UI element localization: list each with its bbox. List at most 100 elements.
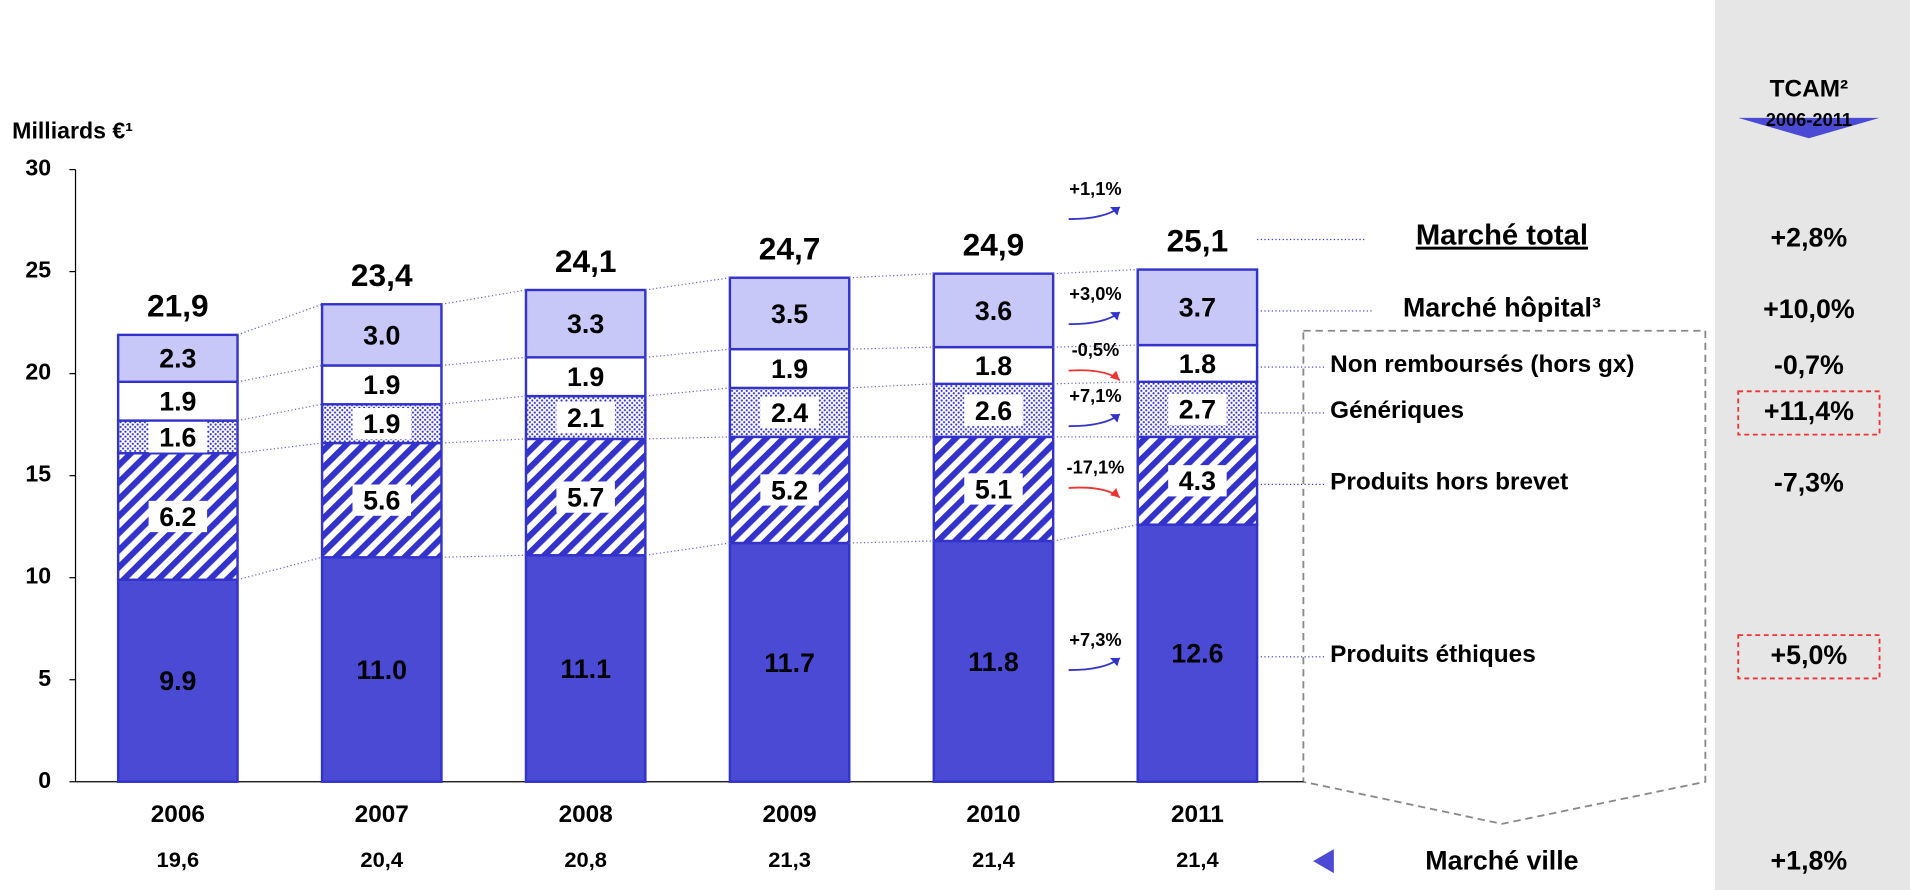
tcam-value: +11,4% (1764, 396, 1854, 426)
connector (849, 346, 934, 350)
bar-segment (116, 333, 239, 384)
change-label: +7,3% (1069, 630, 1121, 650)
connector (645, 387, 730, 397)
label-bg (1168, 393, 1227, 425)
connector (237, 556, 323, 581)
connector (849, 540, 934, 544)
bar-segment (932, 345, 1055, 386)
ville-label: 21,4 (1176, 847, 1219, 872)
segment-label: 1.9 (363, 370, 400, 400)
bar-segment (320, 556, 443, 783)
connector (849, 273, 934, 279)
tcam-highlight (1737, 390, 1881, 436)
segment-label: 3.6 (975, 296, 1012, 326)
ville-label: 19,6 (157, 847, 200, 872)
x-tick-label: 2010 (966, 801, 1020, 828)
bar-segment (320, 441, 443, 559)
bar-segment (116, 380, 239, 422)
bar-segment (524, 288, 647, 359)
connector (237, 442, 323, 454)
series-label: Produits hors brevet (1330, 469, 1568, 496)
arrow-head (1110, 312, 1120, 321)
segment-label: 2.7 (1179, 395, 1216, 425)
tcam-highlight (1737, 634, 1881, 680)
segment-label: 1.8 (1179, 349, 1216, 379)
bar-segment (932, 539, 1055, 783)
segment-label: 11.7 (764, 648, 815, 678)
segment-label: 11.0 (356, 655, 407, 685)
label-bg (964, 394, 1023, 427)
connector (1053, 381, 1138, 385)
connector (1053, 524, 1138, 542)
change-label: -0,5% (1072, 340, 1120, 360)
y-tick-label: 25 (25, 257, 51, 283)
segment-label: 3.0 (363, 320, 400, 350)
change-label: +1,1% (1069, 179, 1121, 199)
x-tick-label: 2008 (559, 801, 613, 828)
segment-label: 1.9 (159, 387, 196, 417)
bar-segment (320, 303, 443, 367)
y-tick-label: 15 (25, 461, 51, 487)
segment-label: 11.1 (560, 654, 611, 684)
arrow-head (1110, 658, 1120, 667)
total-label: 24,9 (963, 228, 1025, 263)
label-bg (556, 401, 615, 434)
ville-name: Marché ville (1425, 845, 1578, 875)
tcam-title: TCAM² (1770, 76, 1848, 103)
bar-segment (116, 578, 239, 783)
y-tick-label: 0 (38, 767, 51, 793)
change-arrow (1068, 369, 1121, 381)
total-label: 21,9 (147, 289, 209, 324)
label-bg (148, 500, 208, 533)
segment-label: 1.9 (567, 362, 604, 392)
tcam-panel (1715, 0, 1910, 890)
x-tick-label: 2006 (151, 801, 205, 828)
y-tick-label: 30 (25, 155, 51, 181)
tcam-period: 2006-2011 (1766, 110, 1852, 130)
bar-segment (524, 554, 647, 783)
bar-segment (1136, 343, 1259, 384)
segment-label: 5.6 (363, 486, 400, 516)
label-bg (1168, 465, 1227, 497)
tcam-arrow (1738, 117, 1880, 139)
arrow-head (1110, 207, 1120, 216)
segment-label: 5.7 (567, 483, 604, 513)
label-bg (964, 473, 1023, 505)
connector (1053, 268, 1138, 275)
connector (849, 383, 934, 389)
connector (645, 348, 730, 358)
ville-label: 21,4 (972, 847, 1015, 872)
series-label: Génériques (1330, 397, 1464, 424)
connector (441, 395, 527, 405)
connector (237, 364, 323, 383)
segment-label: 4.3 (1179, 466, 1216, 496)
total-label: 24,7 (759, 232, 821, 267)
bar-segment (728, 347, 851, 390)
segment-label: 2.4 (771, 398, 808, 428)
segment-label: 9.9 (159, 666, 196, 696)
segment-label: 1.8 (975, 351, 1012, 381)
label-bg (760, 474, 819, 506)
tcam-value: -7,3% (1774, 468, 1844, 498)
total-name: Marché total (1416, 220, 1588, 252)
arrow-head (1110, 370, 1120, 381)
segment-label: 2.1 (567, 403, 604, 433)
bracket (1302, 329, 1707, 825)
bar-segment (1136, 523, 1259, 783)
label-bg (352, 484, 411, 516)
x-tick-label: 2007 (355, 801, 409, 828)
segment-label: 1.9 (363, 409, 400, 439)
ville-label: 21,3 (768, 847, 811, 872)
tcam-value: -0,7% (1774, 350, 1844, 380)
y-tick-label: 10 (25, 563, 51, 589)
label-bg (352, 407, 411, 440)
ville-label: 20,4 (360, 847, 403, 872)
change-label: +7,1% (1069, 386, 1121, 406)
connector (1053, 344, 1138, 348)
bar-segment (932, 272, 1055, 349)
connector (645, 436, 730, 440)
segment-label: 2.6 (975, 396, 1012, 426)
total-label: 23,4 (351, 258, 413, 293)
segment-label: 3.7 (1179, 293, 1216, 323)
label-bg (556, 481, 615, 513)
